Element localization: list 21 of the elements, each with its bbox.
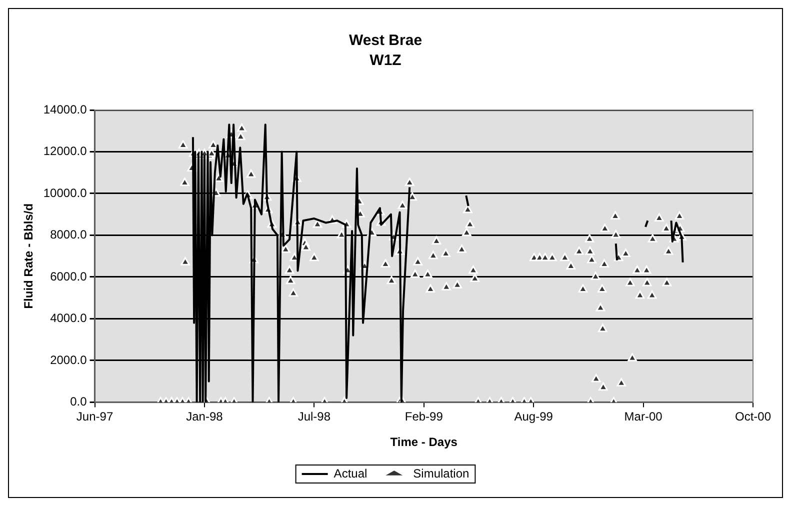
y-tick-label: 12000.0 <box>43 144 88 158</box>
y-tick-label: 4000.0 <box>50 311 88 326</box>
x-tick-label: Jun-97 <box>76 410 114 424</box>
y-tick-label: 6000.0 <box>50 269 88 284</box>
y-axis-title: Fluid Rate - Bbls/d <box>22 203 36 309</box>
y-tick-label: 10000.0 <box>43 186 88 200</box>
x-tick-label: Jan-98 <box>186 410 224 424</box>
y-tick-label: 14000.0 <box>43 102 88 116</box>
y-tick-label: 2000.0 <box>50 352 88 367</box>
x-tick-label: Feb-99 <box>404 410 444 424</box>
x-tick-label: Jul-98 <box>298 410 331 424</box>
chart-title: West Brae <box>348 32 422 50</box>
chart-subtitle: W1Z <box>370 52 402 70</box>
legend-label: Actual <box>334 466 368 480</box>
y-tick-label: 8000.0 <box>50 228 88 242</box>
x-tick-label: Oct-00 <box>734 410 772 424</box>
x-tick-label: Aug-99 <box>514 410 554 424</box>
legend-label: Simulation <box>413 466 470 480</box>
x-axis-title: Time - Days <box>390 435 458 450</box>
y-tick-label: 0.0 <box>70 394 88 409</box>
x-tick-label: Mar-00 <box>624 410 663 424</box>
